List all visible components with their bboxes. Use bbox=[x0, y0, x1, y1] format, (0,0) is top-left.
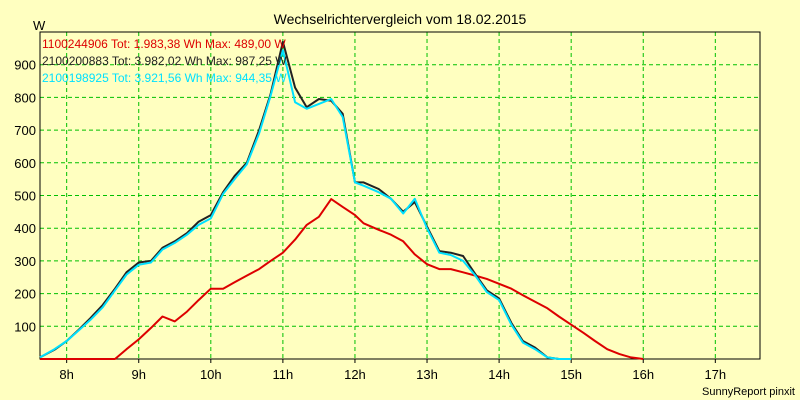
series-layer bbox=[39, 40, 644, 360]
y-tick-label: 100 bbox=[14, 319, 36, 334]
y-axis-label: W bbox=[33, 18, 46, 33]
grid-layer bbox=[40, 32, 760, 359]
plot-frame bbox=[39, 31, 761, 360]
y-tick-label: 400 bbox=[14, 221, 36, 236]
series-line-1 bbox=[40, 198, 644, 360]
x-tick-label: 14h bbox=[488, 367, 510, 382]
x-tick-label: 10h bbox=[200, 367, 222, 382]
x-tick-label: 17h bbox=[704, 367, 726, 382]
y-tick-label: 800 bbox=[14, 90, 36, 105]
legend-entry-1: 1100244906 Tot: 1.983,38 Wh Max: 489,00 … bbox=[42, 37, 286, 51]
y-tick-label: 500 bbox=[14, 189, 36, 204]
legend: 1100244906 Tot: 1.983,38 Wh Max: 489,00 … bbox=[42, 37, 287, 85]
x-tick-label: 11h bbox=[273, 367, 294, 382]
x-tick-label: 13h bbox=[416, 367, 438, 382]
tick-layer: 8h 9h 10h 11h 12h 13h 14h 15h 16h 17h 100 200 300 400… bbox=[14, 58, 726, 382]
x-tick-label: 8h bbox=[59, 367, 73, 382]
x-tick-label: 16h bbox=[632, 367, 654, 382]
x-tick-label: 15h bbox=[560, 367, 582, 382]
legend-entry-3: 2100198925 Tot: 3.921,56 Wh Max: 944,35 … bbox=[42, 71, 287, 85]
x-tick-label: 12h bbox=[344, 367, 366, 382]
y-tick-label: 300 bbox=[14, 254, 36, 269]
footer-credit: SunnyReport pinxit bbox=[702, 386, 795, 398]
legend-entry-2: 2100200883 Tot: 3.982,02 Wh Max: 987,25 … bbox=[42, 54, 287, 68]
x-tick-label: 9h bbox=[132, 367, 146, 382]
series-line-3 bbox=[39, 49, 572, 360]
y-tick-label: 900 bbox=[14, 58, 36, 73]
y-tick-label: 700 bbox=[14, 123, 36, 138]
chart-title: Wechselrichtervergleich vom 18.02.2015 bbox=[274, 11, 527, 27]
y-tick-label: 200 bbox=[14, 287, 36, 302]
y-tick-label: 600 bbox=[14, 156, 36, 171]
